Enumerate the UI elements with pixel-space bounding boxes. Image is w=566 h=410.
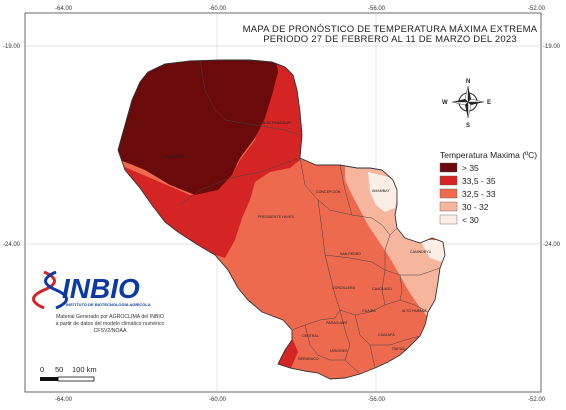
compass-south-highlight: [467, 101, 472, 119]
map-title-line1: MAPA DE PRONÓSTICO DE TEMPERATURA MÁXIMA…: [243, 24, 538, 35]
legend-swatch: [439, 175, 458, 186]
logo-subtitle: INSTITUTO DE BIOTECNOLOGÍA AGRÍCOLA: [66, 302, 151, 307]
compass-s-label: S: [466, 123, 470, 129]
credit-line: Material Generado por AGROCLIMA del INBI…: [56, 314, 164, 320]
top-tick-label: -60.00: [209, 6, 227, 12]
top-tick-label: -52.00: [528, 6, 546, 12]
department-labels: ALTO PARAGUAY BOQUERÓN PRESIDENTE HAYES …: [164, 121, 432, 361]
legend-swatch: [439, 201, 458, 212]
scale-label: 50: [55, 365, 63, 374]
bottom-tick-label: -56.00: [368, 397, 386, 403]
department-border: [282, 319, 293, 331]
department-borders: [179, 59, 441, 375]
department-border: [329, 274, 429, 316]
compass-rose: N S E W: [442, 79, 491, 129]
department-label: CONCEPCIÓN: [316, 189, 341, 194]
scale-label: 0: [40, 365, 44, 374]
country-outline: [117, 59, 446, 380]
top-tick-label: -64.00: [55, 6, 73, 12]
department-label: CAAZAPÁ: [378, 333, 395, 337]
right-tick-label: -24.00: [543, 242, 561, 248]
department-border: [291, 309, 341, 331]
credits: Material Generado por AGROCLIMA del INBI…: [56, 314, 165, 334]
top-tick-label: -56.00: [368, 6, 386, 12]
legend-label: 30 - 32: [462, 202, 489, 212]
department-label: GUAIRÁ: [362, 309, 376, 313]
department-border: [317, 199, 331, 276]
department-label: ALTO PARANÁ: [402, 309, 427, 313]
department-border: [199, 59, 301, 136]
zone-below-30: [420, 240, 445, 262]
zone-33-5-35: [120, 62, 305, 258]
department-border: [384, 234, 391, 270]
department-border: [339, 164, 353, 216]
compass-n-label: N: [466, 79, 470, 85]
compass-east-highlight: [467, 98, 485, 103]
department-border: [399, 274, 403, 301]
zone-30-32: [345, 165, 445, 320]
department-label: CORDILLERA: [332, 286, 356, 290]
right-tick-label: -19.00: [543, 44, 561, 50]
scale-bar: 0 50 100 km: [40, 365, 97, 382]
legend-label: < 30: [462, 215, 479, 225]
department-label: PRESIDENTE HAYES: [258, 215, 294, 219]
logo-wordmark: INBIO: [62, 273, 140, 304]
scale-label: 100 km: [72, 365, 97, 374]
inbio-logo: INBIO INSTITUTO DE BIOTECNOLOGÍA AGRÍCOL…: [32, 270, 151, 310]
legend-swatch: [439, 214, 458, 225]
department-border: [381, 269, 386, 306]
department-label: SAN PEDRO: [340, 252, 361, 256]
zone-above-35: [118, 60, 278, 195]
department-border: [371, 217, 398, 236]
map-title-line2: PERIODO 27 DE FEBRERO AL 11 DE MARZO DEL…: [263, 34, 517, 45]
department-label: CAAGUAZÚ: [372, 286, 392, 291]
department-border: [354, 314, 421, 346]
department-label: AMAMBAY: [372, 189, 390, 193]
bottom-tick-label: -52.00: [528, 397, 546, 403]
compass-west-highlight: [451, 101, 469, 106]
department-border: [179, 157, 301, 206]
legend-label: > 35: [462, 163, 479, 173]
legend-swatch: [439, 188, 458, 199]
department-border: [304, 324, 345, 361]
legend-label: 32,5 - 33: [462, 189, 496, 199]
department-border: [369, 344, 376, 369]
legend: Temperatura Maxima (ºC) > 35 33,5 - 35 3…: [439, 150, 537, 225]
compass-e-label: E: [487, 100, 491, 106]
left-tick-label: -19.00: [3, 44, 21, 50]
department-label: ITAPÚA: [392, 346, 405, 351]
zone-below-30: [368, 172, 398, 212]
department-label: CENTRAL: [302, 334, 319, 338]
department-label: ALTO PARAGUAY: [262, 121, 292, 125]
bottom-tick-label: -64.00: [55, 397, 73, 403]
department-label: CANINDEYÚ: [410, 249, 432, 254]
department-border: [344, 359, 361, 375]
department-label: BOQUERÓN: [164, 154, 185, 159]
dna-helix-icon: [32, 270, 68, 310]
department-label: MISIONES: [330, 349, 348, 353]
credit-line: CFSV2/NOAA: [94, 328, 127, 334]
bottom-tick-label: -60.00: [209, 397, 227, 403]
left-tick-label: -24.00: [3, 242, 21, 248]
legend-title: Temperatura Maxima (ºC): [440, 150, 537, 160]
compass-north-highlight: [464, 85, 469, 103]
department-label: ÑEEMBUCÚ: [298, 356, 319, 361]
department-border: [299, 157, 373, 219]
scale-segment: [57, 376, 95, 382]
credit-line: a partir de datos del modelo climático n…: [56, 321, 165, 327]
department-label: PARAGUARÍ: [326, 321, 347, 325]
legend-swatch: [439, 162, 458, 173]
compass-w-label: W: [442, 100, 448, 106]
department-border: [339, 309, 351, 361]
tick-labels: -64.00 -60.00 -56.00 -52.00 -64.00 -60.0…: [3, 6, 561, 403]
legend-label: 33,5 - 35: [462, 176, 496, 186]
scale-segment: [40, 377, 58, 381]
